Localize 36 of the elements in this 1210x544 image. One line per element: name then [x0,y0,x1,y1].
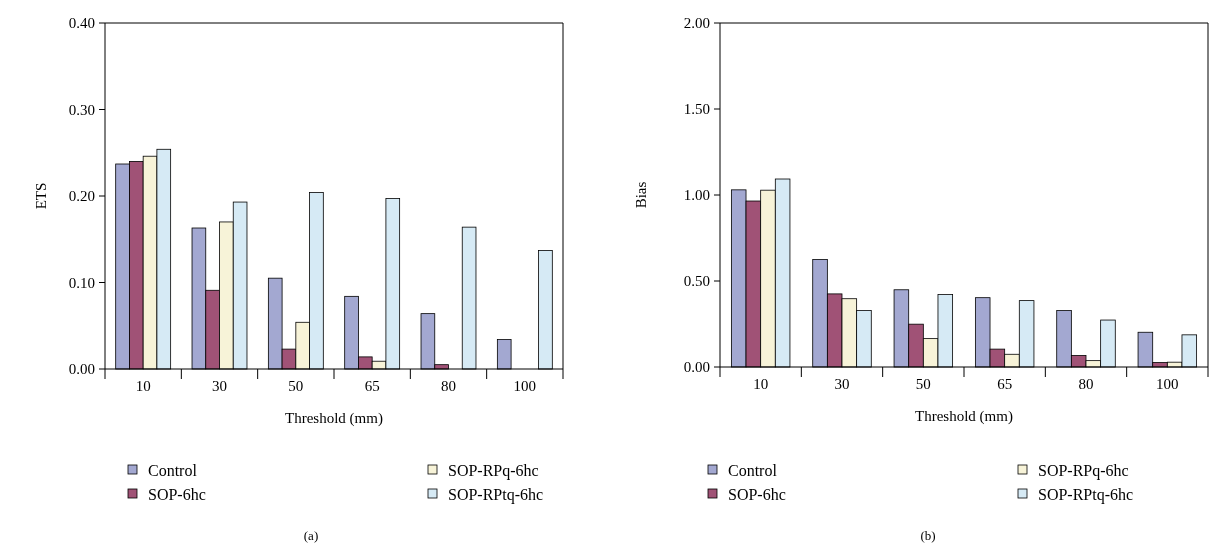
legend-label: SOP-6hc [148,485,206,503]
legend-label: Control [148,461,198,479]
x-tick-label: 30 [834,376,850,392]
x-tick-label: 65 [364,378,380,394]
y-tick-label: 0.20 [68,188,95,205]
x-tick-label: 80 [1078,376,1094,392]
y-tick-label: 0.50 [683,273,710,290]
y-tick-label: 0.30 [68,101,95,118]
y-tick-label: 1.50 [683,101,710,118]
x-tick-label: 10 [135,378,151,394]
y-tick-label: 2.00 [683,15,710,32]
legend-label: SOP-RPtq-6hc [1038,485,1134,504]
text: (a) [303,528,319,543]
x-tick-label: 50 [915,376,931,392]
y-tick-label: 0.00 [683,359,710,376]
legend-label: SOP-6hc [728,485,786,503]
x-tick-label: 100 [1156,376,1179,392]
x-axis-title: Threshold (mm) [915,408,1013,425]
text: (b) [920,528,936,543]
legend-label: SOP-RPq-6hc [1038,461,1129,480]
y-axis-title: Bias [633,181,649,209]
legend-label: Control [728,461,778,479]
y-tick-label: 0.00 [68,361,95,378]
y-tick-label: 0.40 [68,15,95,32]
x-tick-label: 80 [441,378,456,394]
y-tick-label: 1.00 [683,187,710,204]
legend-label: SOP-RPq-6hc [448,461,539,480]
y-tick-label: 0.10 [68,274,95,291]
legend-label: SOP-RPtq-6hc [448,485,544,504]
x-tick-label: 10 [753,376,769,392]
x-tick-label: 30 [212,378,227,394]
x-axis-title: Threshold (mm) [285,410,383,427]
x-tick-label: 65 [997,376,1013,392]
y-axis-title: ETS [33,182,49,210]
x-tick-label: 100 [513,378,537,394]
x-tick-label: 50 [288,378,304,394]
